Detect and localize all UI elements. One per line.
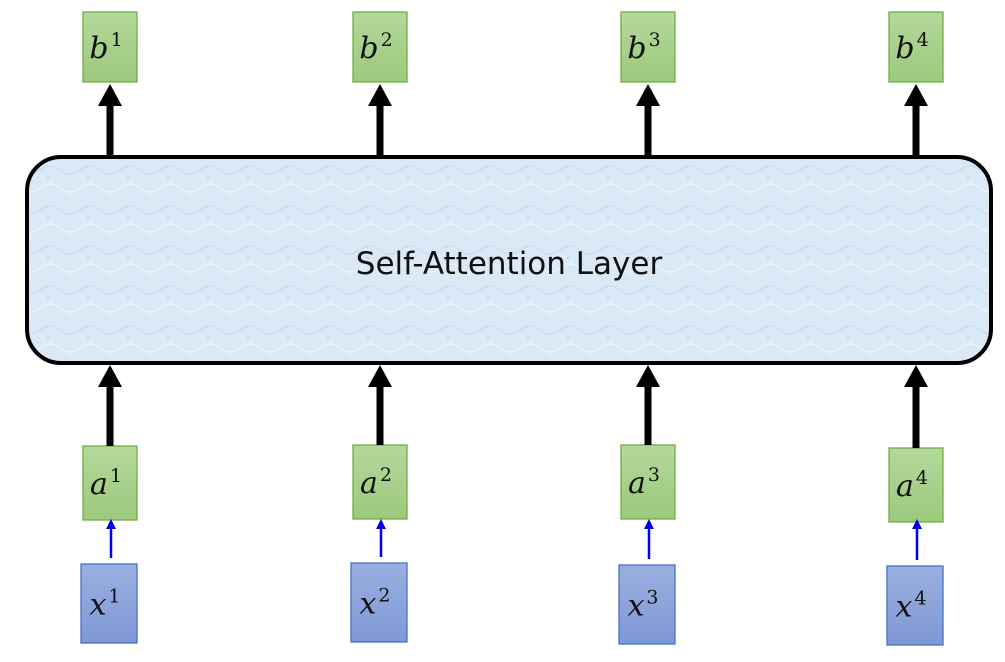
arrow-x3-to-a3 (644, 519, 654, 559)
input-a-box (82, 445, 138, 521)
input-a-superscript: 3 (648, 464, 660, 486)
input-a-superscript: 2 (380, 464, 392, 486)
raw-x-superscript: 4 (914, 588, 926, 610)
raw-x-base: x (89, 588, 106, 623)
arrow-a1-to-layer (98, 365, 122, 446)
raw-x-superscript: 3 (646, 587, 658, 609)
arrow-x2-to-a2 (376, 519, 386, 557)
output-b-box (352, 11, 408, 83)
input-a-box (620, 444, 676, 520)
raw-x-base: x (627, 589, 644, 624)
self-attention-layer (25, 155, 993, 365)
raw-x-box (350, 562, 408, 643)
layer-label: Self-Attention Layer (356, 246, 663, 282)
raw-x-base: x (895, 590, 912, 625)
output-b-superscript: 3 (649, 29, 661, 51)
output-b-box (82, 11, 138, 83)
output-b-box (620, 11, 676, 83)
arrow-layer-to-b3 (636, 84, 660, 157)
raw-x-superscript: 2 (378, 585, 390, 607)
output-b-base: b (89, 31, 108, 66)
arrow-a4-to-layer (904, 365, 928, 448)
arrow-x4-to-a4 (912, 519, 922, 560)
input-a-superscript: 1 (110, 465, 122, 487)
arrow-x1-to-a1 (106, 519, 116, 558)
output-b-base: b (359, 31, 378, 66)
output-b-superscript: 1 (111, 29, 123, 51)
input-a-base: a (628, 466, 646, 501)
raw-x-box (886, 565, 944, 646)
raw-x-base: x (359, 587, 376, 622)
output-b-superscript: 4 (917, 29, 929, 51)
arrow-layer-to-b4 (904, 84, 928, 157)
arrow-layer-to-b1 (98, 84, 122, 157)
arrow-a3-to-layer (636, 365, 660, 445)
output-b-superscript: 2 (381, 29, 393, 51)
output-b-box (888, 11, 944, 83)
raw-x-box (80, 563, 138, 644)
input-a-box (888, 447, 944, 523)
arrow-a2-to-layer (368, 365, 392, 445)
arrow-layer-to-b2 (368, 84, 392, 157)
output-b-base: b (627, 31, 646, 66)
output-b-base: b (895, 31, 914, 66)
raw-x-box (618, 564, 676, 645)
input-a-base: a (360, 466, 378, 501)
input-a-superscript: 4 (916, 467, 928, 489)
input-a-base: a (896, 469, 914, 504)
input-a-base: a (90, 467, 108, 502)
raw-x-superscript: 1 (108, 586, 120, 608)
